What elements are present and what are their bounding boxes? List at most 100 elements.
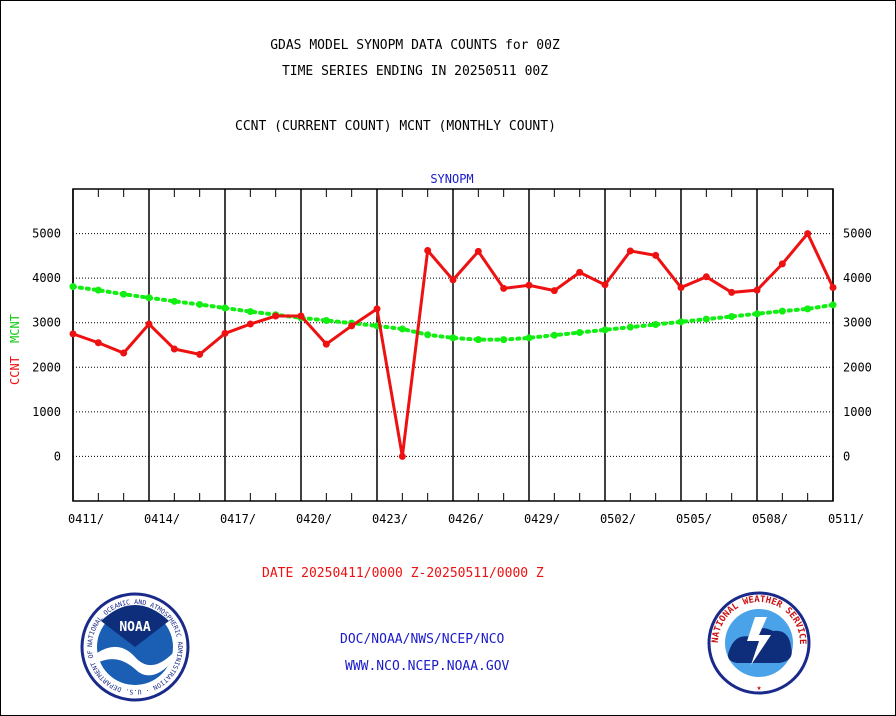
data-point-mcnt — [69, 283, 77, 291]
y-tick-label-left: 1000 — [32, 405, 61, 419]
org-label: DOC/NOAA/NWS/NCEP/NCO — [340, 632, 505, 647]
x-tick-label: 0429/ — [524, 512, 560, 526]
y-tick-label-right: 0 — [843, 449, 850, 463]
data-point-ccnt — [525, 281, 533, 289]
data-point-ccnt — [170, 345, 178, 353]
data-point-mcnt — [398, 325, 406, 333]
plot-axes — [72, 188, 834, 502]
x-tick-label: 0508/ — [752, 512, 788, 526]
data-point-mcnt — [778, 307, 786, 315]
data-point-ccnt — [246, 320, 254, 328]
data-point-ccnt — [221, 329, 229, 337]
chart-title: GDAS MODEL SYNOPM DATA COUNTS for 00Z — [270, 38, 560, 53]
x-tick-label: 0411/ — [68, 512, 104, 526]
data-point-ccnt — [601, 281, 609, 289]
x-tick-label: 0420/ — [296, 512, 332, 526]
data-point-ccnt — [424, 247, 432, 255]
data-point-mcnt — [576, 329, 584, 337]
y-tick-label-left: 2000 — [32, 360, 61, 374]
data-point-mcnt — [652, 320, 660, 328]
date-range: DATE 20250411/0000 Z-20250511/0000 Z — [262, 566, 544, 581]
y-tick-label-left: 5000 — [32, 227, 61, 241]
data-point-ccnt — [626, 247, 634, 255]
data-point-ccnt — [145, 320, 153, 328]
data-point-ccnt — [778, 260, 786, 268]
data-point-mcnt — [322, 316, 330, 324]
data-point-ccnt — [753, 286, 761, 294]
data-point-ccnt — [702, 273, 710, 281]
plot-grid — [72, 189, 834, 501]
x-tick-label: 0423/ — [372, 512, 408, 526]
x-tick-label: 0502/ — [600, 512, 636, 526]
data-point-ccnt — [398, 452, 406, 460]
data-point-ccnt — [120, 349, 128, 357]
data-point-ccnt — [322, 340, 330, 348]
data-point-ccnt — [272, 312, 280, 320]
data-point-mcnt — [804, 305, 812, 313]
data-point-mcnt — [728, 312, 736, 320]
series-layer — [69, 230, 837, 460]
data-point-ccnt — [373, 305, 381, 313]
data-point-ccnt — [69, 330, 77, 338]
data-point-mcnt — [449, 334, 457, 342]
svg-text:★: ★ — [757, 683, 762, 692]
data-point-mcnt — [753, 310, 761, 318]
data-point-mcnt — [221, 304, 229, 312]
y-tick-label-left: 0 — [54, 449, 61, 463]
legend-description: CCNT (CURRENT COUNT) MCNT (MONTHLY COUNT… — [235, 119, 556, 134]
y-axis-label-ccnt: CCNT — [8, 356, 22, 385]
data-point-mcnt — [120, 290, 128, 298]
data-point-ccnt — [652, 251, 660, 259]
data-point-ccnt — [576, 268, 584, 276]
data-point-ccnt — [297, 312, 305, 320]
data-point-mcnt — [500, 336, 508, 344]
data-point-ccnt — [728, 288, 736, 296]
website-link[interactable]: WWW.NCO.NCEP.NOAA.GOV — [345, 659, 510, 674]
data-point-mcnt — [829, 301, 837, 309]
data-point-mcnt — [424, 331, 432, 339]
y-tick-label-left: 4000 — [32, 271, 61, 285]
data-point-mcnt — [626, 323, 634, 331]
data-point-ccnt — [474, 247, 482, 255]
x-tick-label: 0426/ — [448, 512, 484, 526]
y-tick-label-right: 3000 — [843, 316, 872, 330]
noaa-logo: NOAA NATIONAL OCEANIC AND ATMOSPHERIC AD… — [79, 591, 190, 702]
data-point-mcnt — [677, 318, 685, 326]
data-point-mcnt — [601, 326, 609, 334]
plot-title: SYNOPM — [430, 172, 473, 186]
data-point-mcnt — [525, 334, 533, 342]
nws-logo: NATIONAL WEATHER SERVICE ★ — [707, 591, 811, 695]
y-axis-label-mcnt: MCNT — [8, 314, 22, 343]
x-tick-label: 0417/ — [220, 512, 256, 526]
chart-subtitle: TIME SERIES ENDING IN 20250511 00Z — [281, 64, 549, 79]
data-point-ccnt — [677, 284, 685, 292]
data-point-ccnt — [449, 276, 457, 284]
data-point-mcnt — [170, 297, 178, 305]
data-point-ccnt — [196, 350, 204, 358]
data-point-mcnt — [94, 286, 102, 294]
data-point-mcnt — [474, 336, 482, 344]
data-point-ccnt — [804, 230, 812, 238]
data-point-ccnt — [550, 287, 558, 295]
x-tick-label: 0505/ — [676, 512, 712, 526]
data-point-mcnt — [550, 331, 558, 339]
y-tick-label-right: 5000 — [843, 227, 872, 241]
data-point-ccnt — [829, 284, 837, 292]
y-tick-label-left: 3000 — [32, 316, 61, 330]
x-tick-label: 0414/ — [144, 512, 180, 526]
data-point-mcnt — [702, 315, 710, 323]
data-point-mcnt — [145, 294, 153, 302]
tick-labels: 0 0 1000 1000 2000 2000 3000 3000 4000 4000 5000 50… — [32, 227, 872, 526]
data-point-ccnt — [94, 339, 102, 347]
data-point-mcnt — [196, 300, 204, 308]
y-tick-label-right: 1000 — [843, 405, 872, 419]
x-tick-label: 0511/ — [828, 512, 864, 526]
data-point-mcnt — [246, 308, 254, 316]
y-axis-label: CCNT MCNT — [8, 314, 22, 385]
plot-border — [72, 188, 834, 502]
data-point-ccnt — [348, 322, 356, 330]
noaa-logo-text: NOAA — [119, 620, 150, 635]
data-point-ccnt — [500, 284, 508, 292]
y-tick-label-right: 4000 — [843, 271, 872, 285]
